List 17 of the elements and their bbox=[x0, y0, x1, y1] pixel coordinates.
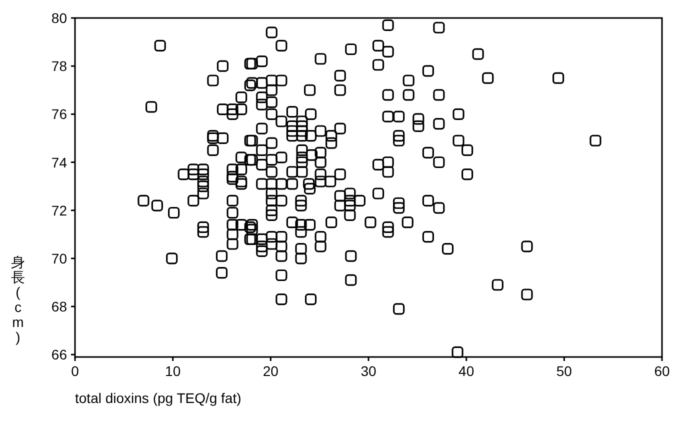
y-tick-label: 70 bbox=[51, 250, 68, 266]
x-tick-label: 10 bbox=[165, 363, 181, 379]
x-tick-label: 0 bbox=[71, 363, 80, 379]
y-tick-label: 66 bbox=[51, 346, 68, 363]
y-tick-label: 76 bbox=[51, 106, 68, 122]
x-tick-label: 50 bbox=[556, 363, 572, 379]
x-tick-label: 60 bbox=[654, 363, 670, 379]
x-tick-label: 40 bbox=[458, 363, 474, 379]
x-axis-title: total dioxins (pg TEQ/g fat) bbox=[75, 390, 242, 406]
y-tick-label: 78 bbox=[51, 58, 68, 74]
y-axis-title: 身長(cm) bbox=[10, 254, 26, 345]
x-tick-label: 20 bbox=[262, 363, 279, 379]
y-tick-label: 80 bbox=[51, 10, 68, 26]
y-tick-label: 72 bbox=[51, 202, 68, 218]
x-tick-label: 30 bbox=[360, 363, 376, 379]
y-tick-label: 74 bbox=[51, 154, 68, 170]
y-tick-label: 68 bbox=[51, 298, 68, 315]
